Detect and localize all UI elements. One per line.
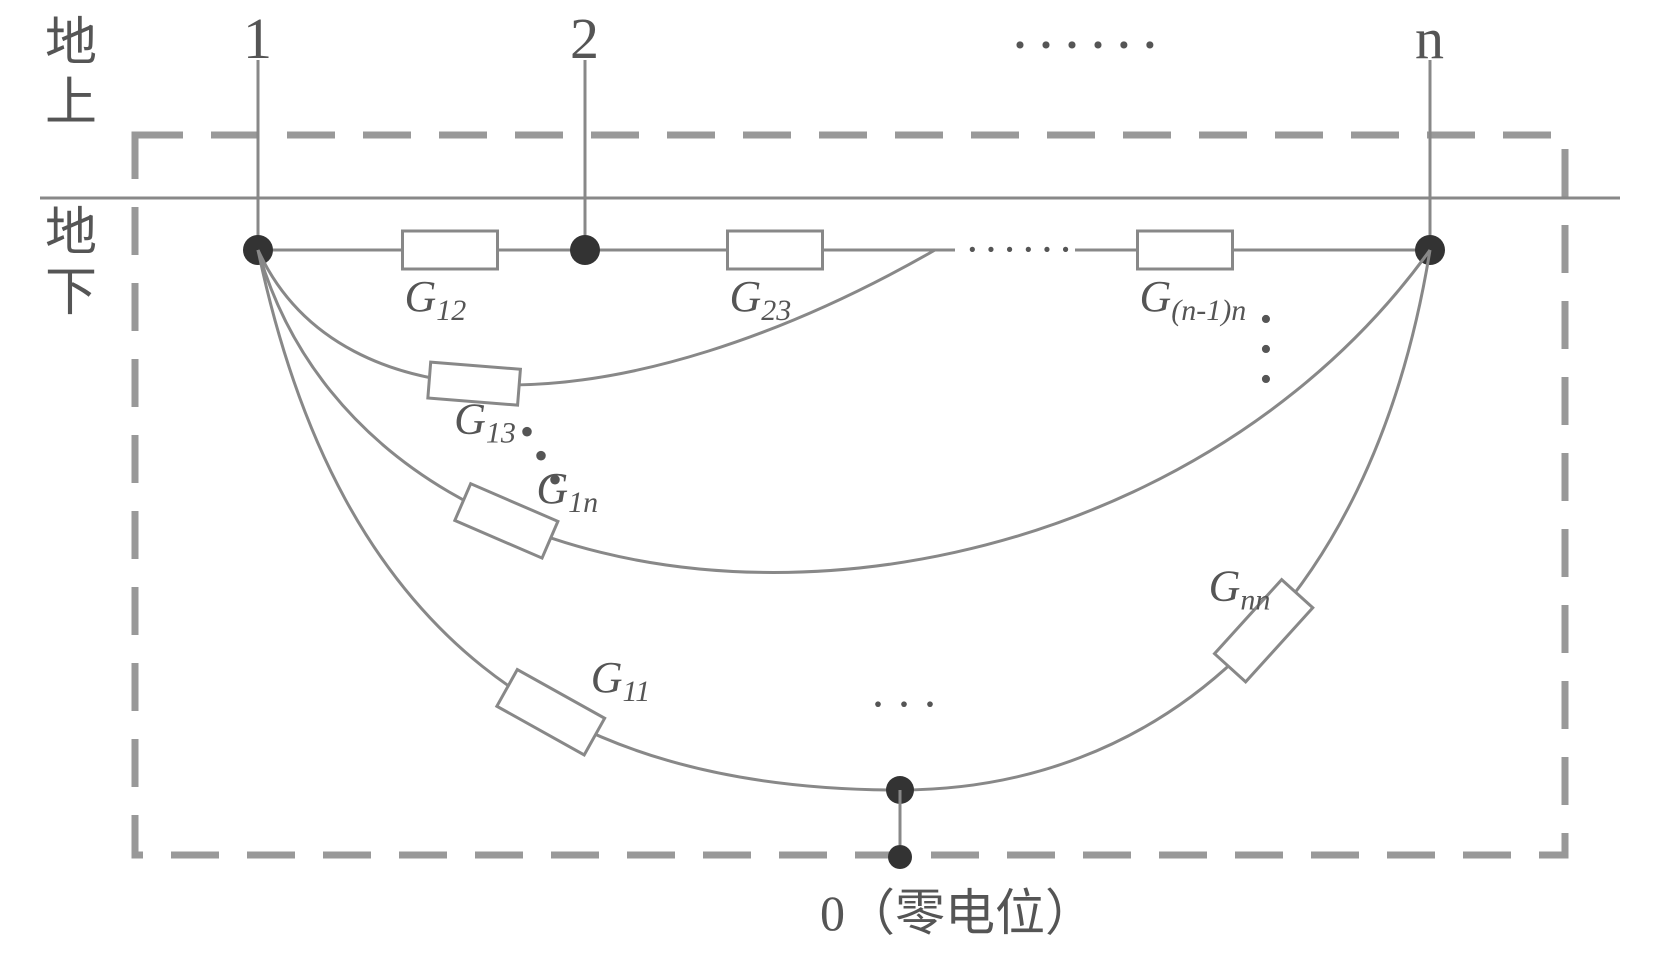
label-below-2: 下: [45, 265, 97, 322]
terminal-label-tn: n: [1415, 6, 1444, 71]
resistor-Gn1n: [1138, 231, 1233, 269]
resistor-G12: [403, 231, 498, 269]
row-ellipsis: ······: [965, 225, 1077, 274]
node-n2: [570, 235, 600, 265]
label-above-2: 上: [45, 75, 97, 132]
terminal-label-t1: 1: [243, 6, 272, 71]
mid-dot-2: •: [548, 457, 562, 502]
mid-dot-0: •: [520, 409, 534, 454]
terminal-label-t2: 2: [570, 6, 599, 71]
label-below-1: 地: [45, 205, 97, 262]
zero-end-dot: [888, 845, 912, 869]
label-above-1: 地: [45, 15, 97, 72]
right-dot-2: •: [1260, 361, 1272, 398]
canvas-bg: [0, 0, 1654, 954]
zero-label: 0（零电位）: [820, 885, 1095, 941]
terminal-ellipsis: ······: [1010, 12, 1166, 78]
bottom-ellipsis: ···: [870, 678, 948, 731]
resistor-G23: [728, 231, 823, 269]
mid-dot-1: •: [534, 433, 548, 478]
